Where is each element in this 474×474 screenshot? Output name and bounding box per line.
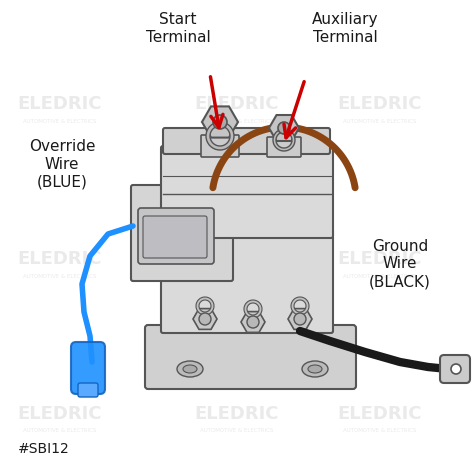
Text: ELEDRIC: ELEDRIC [18,405,102,423]
FancyBboxPatch shape [163,128,330,154]
Ellipse shape [177,361,203,377]
FancyBboxPatch shape [143,216,207,258]
FancyBboxPatch shape [78,383,98,397]
FancyBboxPatch shape [131,185,233,281]
Circle shape [213,115,227,129]
Text: ELEDRIC: ELEDRIC [18,250,102,268]
FancyBboxPatch shape [71,342,105,394]
Circle shape [247,316,259,328]
Text: AUTOMOTIVE & ELECTRICS: AUTOMOTIVE & ELECTRICS [201,118,273,124]
FancyBboxPatch shape [161,229,333,333]
Text: #SBI12: #SBI12 [18,442,70,456]
Text: AUTOMOTIVE & ELECTRICS: AUTOMOTIVE & ELECTRICS [201,273,273,279]
Circle shape [451,364,461,374]
Text: Auxiliary
Terminal: Auxiliary Terminal [312,12,378,45]
FancyBboxPatch shape [138,208,214,264]
Text: AUTOMOTIVE & ELECTRICS: AUTOMOTIVE & ELECTRICS [343,118,417,124]
FancyBboxPatch shape [161,146,333,238]
FancyBboxPatch shape [440,355,470,383]
Text: ELEDRIC: ELEDRIC [18,95,102,113]
Text: ELEDRIC: ELEDRIC [195,95,279,113]
Text: AUTOMOTIVE & ELECTRICS: AUTOMOTIVE & ELECTRICS [343,273,417,279]
Text: ELEDRIC: ELEDRIC [338,95,422,113]
Circle shape [294,313,306,325]
FancyBboxPatch shape [145,325,356,389]
Text: AUTOMOTIVE & ELECTRICS: AUTOMOTIVE & ELECTRICS [201,428,273,434]
Text: ELEDRIC: ELEDRIC [195,250,279,268]
Text: Ground
Wire
(BLACK): Ground Wire (BLACK) [369,238,431,290]
Text: AUTOMOTIVE & ELECTRICS: AUTOMOTIVE & ELECTRICS [23,273,97,279]
Text: AUTOMOTIVE & ELECTRICS: AUTOMOTIVE & ELECTRICS [23,428,97,434]
Ellipse shape [308,365,322,373]
Text: ELEDRIC: ELEDRIC [338,250,422,268]
Text: Override
Wire
(BLUE): Override Wire (BLUE) [29,138,95,190]
Text: AUTOMOTIVE & ELECTRICS: AUTOMOTIVE & ELECTRICS [23,118,97,124]
Ellipse shape [302,361,328,377]
Text: AUTOMOTIVE & ELECTRICS: AUTOMOTIVE & ELECTRICS [343,428,417,434]
FancyBboxPatch shape [267,137,301,157]
Ellipse shape [183,365,197,373]
Text: ELEDRIC: ELEDRIC [195,405,279,423]
Circle shape [199,313,211,325]
FancyBboxPatch shape [201,135,239,157]
Text: Start
Terminal: Start Terminal [146,12,210,45]
Text: ELEDRIC: ELEDRIC [338,405,422,423]
Circle shape [278,122,290,134]
